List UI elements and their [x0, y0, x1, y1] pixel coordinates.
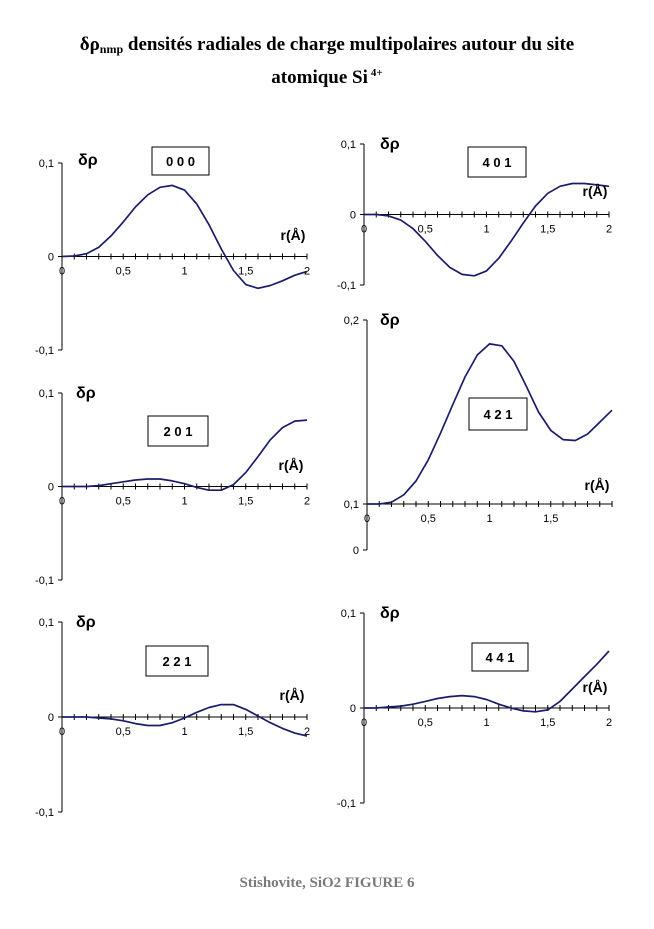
chart-2-label: 4 0 1 — [483, 155, 512, 170]
chart-5-x-label: r(Å) — [280, 687, 305, 703]
chart-5-y-tick-label: -0,1 — [35, 807, 54, 819]
chart-2-label-box — [467, 146, 527, 178]
chart-3-x-tick-label: 0,5 — [116, 496, 131, 508]
chart-1-label-box — [151, 146, 210, 176]
chart-1-y-tick-label: -0,1 — [35, 345, 54, 357]
chart-5-label-box — [145, 645, 209, 677]
chart-6-x-label: r(Å) — [583, 679, 608, 695]
chart-2-y-tick-label: -0,1 — [337, 280, 356, 292]
title-text-2: atomique Si — [271, 67, 368, 88]
title-prefix: δρ — [79, 34, 100, 55]
chart-6-label-box — [471, 642, 529, 672]
chart-2-y-tick-label: 0,1 — [341, 139, 356, 151]
chart-1-y-label: δρ — [78, 152, 98, 169]
chart-6-x-tick-label: 0 — [361, 717, 367, 729]
chart-2-x-label: r(Å) — [583, 183, 608, 199]
chart-2-y-tick-label: 0 — [350, 210, 356, 222]
chart-3-y-tick-label: 0,1 — [39, 388, 54, 400]
chart-4-label: 4 2 1 — [484, 407, 513, 422]
title-text-1: densités radiales de charge multipolaire… — [123, 34, 575, 55]
chart-6-x-tick-label: 0,5 — [418, 717, 433, 729]
chart-6-series-line — [364, 650, 610, 713]
chart-6-y-tick-label: 0 — [350, 703, 356, 715]
chart-2-x-tick-label: 1,5 — [540, 224, 555, 236]
chart-1-series-line — [61, 184, 308, 290]
chart-6-y-tick-label: 0,1 — [341, 608, 356, 620]
chart-4-x-tick-label: 1,5 — [543, 513, 558, 525]
chart-5-y-label: δρ — [76, 614, 96, 631]
chart-2-y-label: δρ — [380, 136, 400, 153]
chart-4-label-box — [468, 397, 528, 431]
chart-6-x-tick-label: 1 — [483, 717, 489, 729]
chart-3-x-label: r(Å) — [279, 457, 304, 473]
chart-4-x-tick-label: 0 — [364, 513, 370, 525]
chart-4-y-label: δρ — [380, 312, 400, 329]
chart-6-label: 4 4 1 — [486, 650, 515, 665]
chart-3-y-tick-label: 0 — [48, 482, 54, 494]
chart-5-y-tick-label: 0,1 — [39, 617, 54, 629]
chart-5-x-tick-label: 2 — [304, 726, 310, 738]
figure-title: δρnmp densités radiales de charge multip… — [0, 33, 654, 90]
chart-4-y-tick-label: 0,2 — [344, 315, 359, 327]
chart-1-x-label: r(Å) — [281, 227, 306, 243]
chart-4-y-tick-label: 0,1 — [344, 499, 359, 511]
chart-4-y-tick-label: 0 — [353, 545, 359, 557]
title-line-2: atomique Si 4+ — [0, 61, 654, 90]
chart-3-y-tick-label: -0,1 — [35, 575, 54, 587]
figure-caption: Stishovite, SiO2 FIGURE 6 — [239, 875, 415, 891]
chart-2-series-line — [364, 182, 610, 277]
chart-5-x-tick-label: 0,5 — [116, 726, 131, 738]
chart-3-label-box — [147, 415, 209, 447]
chart-4-x-tick-label: 0,5 — [421, 513, 436, 525]
chart-1-x-tick-label: 0,5 — [116, 266, 131, 278]
chart-6-x-tick-label: 2 — [606, 717, 612, 729]
chart-1-x-tick-label: 1,5 — [238, 266, 253, 278]
chart-1-x-tick-label: 1 — [181, 266, 187, 278]
chart-3-x-tick-label: 0 — [59, 496, 65, 508]
chart-1-label: 0 0 0 — [166, 154, 195, 169]
chart-5-y-tick-label: 0 — [48, 712, 54, 724]
chart-6-y-tick-label: -0,1 — [337, 798, 356, 810]
chart-6-y-label: δρ — [380, 605, 400, 622]
title-subscript: nmp — [99, 42, 124, 56]
chart-2-x-tick-label: 0,5 — [418, 224, 433, 236]
chart-3-y-label: δρ — [76, 385, 96, 402]
chart-1-y-tick-label: 0 — [48, 252, 54, 264]
chart-3-x-tick-label: 1,5 — [238, 496, 253, 508]
chart-2-x-tick-label: 0 — [361, 224, 367, 236]
chart-4-x-tick-label: 1 — [486, 513, 492, 525]
chart-1-y-tick-label: 0,1 — [39, 158, 54, 170]
chart-5-series-line — [62, 703, 308, 737]
chart-5-label: 2 2 1 — [163, 654, 192, 669]
chart-5-x-tick-label: 1 — [181, 726, 187, 738]
chart-3-x-tick-label: 2 — [304, 496, 310, 508]
chart-4-series-line — [367, 343, 613, 505]
chart-2-x-tick-label: 2 — [606, 224, 612, 236]
chart-5-x-tick-label: 1,5 — [238, 726, 253, 738]
title-line-1: δρnmp densités radiales de charge multip… — [0, 33, 654, 61]
chart-2-x-tick-label: 1 — [483, 224, 489, 236]
chart-1-x-tick-label: 0 — [59, 266, 65, 278]
chart-4-x-label: r(Å) — [585, 477, 610, 493]
chart-3-series-line — [62, 419, 308, 492]
chart-3-x-tick-label: 1 — [181, 496, 187, 508]
chart-6-x-tick-label: 1,5 — [540, 717, 555, 729]
chart-5-x-tick-label: 0 — [59, 726, 65, 738]
title-superscript: 4+ — [370, 67, 383, 79]
chart-3-label: 2 0 1 — [164, 424, 193, 439]
